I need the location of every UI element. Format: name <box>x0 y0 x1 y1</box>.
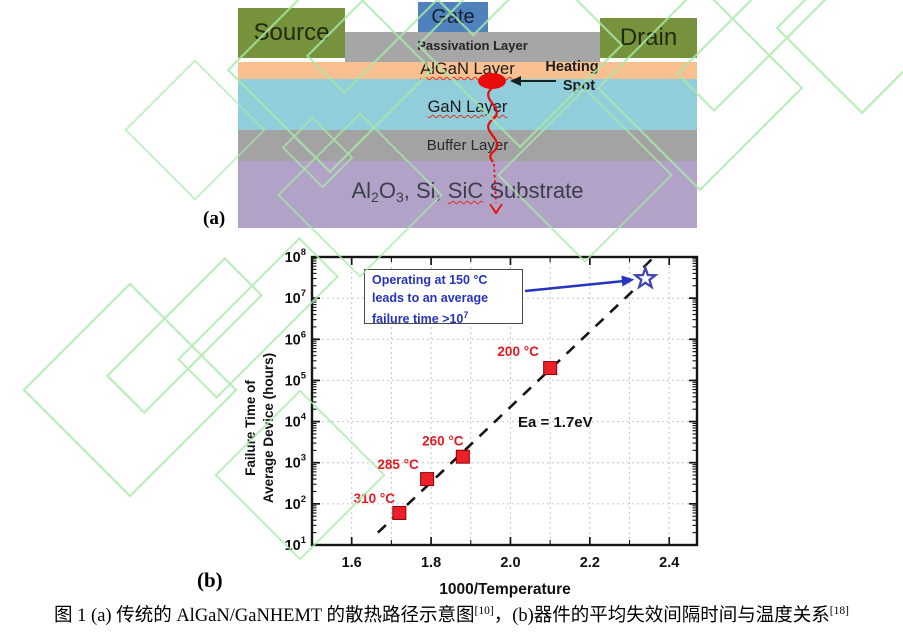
svg-text:2.2: 2.2 <box>580 555 600 571</box>
y-axis-label: Failure Time of Average Device (hours) <box>243 352 276 504</box>
svg-text:102: 102 <box>285 494 306 513</box>
temperature-label: 200 °C <box>497 344 539 359</box>
data-point-square <box>392 505 407 520</box>
svg-text:103: 103 <box>285 453 306 472</box>
data-point-square <box>543 361 558 376</box>
svg-text:1.8: 1.8 <box>421 555 441 571</box>
svg-text:2.0: 2.0 <box>500 555 520 571</box>
x-axis-label: 1000/Temperature <box>439 581 571 598</box>
temperature-label: 310 °C <box>354 491 396 506</box>
svg-text:106: 106 <box>285 329 306 348</box>
ref-18: [18] <box>829 604 849 617</box>
temperature-label: 285 °C <box>377 457 419 472</box>
temperature-label: 260 °C <box>422 434 464 449</box>
svg-text:108: 108 <box>285 247 306 266</box>
svg-text:105: 105 <box>285 370 307 389</box>
star-marker <box>632 264 659 290</box>
heat-dotted-line <box>493 163 497 204</box>
svg-text:104: 104 <box>285 412 307 431</box>
ref-10: [10] <box>474 604 494 617</box>
data-point-square <box>455 449 470 464</box>
svg-text:101: 101 <box>285 535 307 554</box>
figure-caption: 图 1 (a) 传统的 AlGaN/GaNHEMT 的散热路径示意图[10]，(… <box>54 604 849 626</box>
svg-text:107: 107 <box>285 288 306 307</box>
data-point-square <box>420 472 435 487</box>
panel-b-tag: (b) <box>197 568 223 592</box>
annotation-arrowhead-icon <box>621 275 635 287</box>
annotation-arrow <box>524 279 625 293</box>
svg-text:1.6: 1.6 <box>342 555 362 571</box>
activation-energy-label: Ea = 1.7eV <box>518 414 593 431</box>
annotation-box: Operating at 150 °C leads to an average … <box>364 269 523 326</box>
svg-text:2.4: 2.4 <box>659 555 679 571</box>
panel-a-tag: (a) <box>203 208 226 229</box>
